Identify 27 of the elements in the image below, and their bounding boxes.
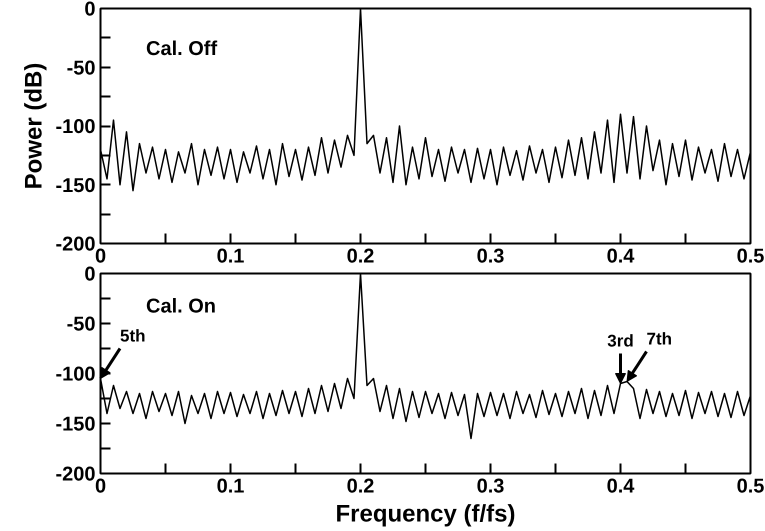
- y-tick-label: -50: [66, 57, 96, 80]
- annotation: Cal. Off: [146, 38, 218, 60]
- annotation: 5th: [120, 326, 146, 346]
- y-tick-label: -200: [55, 464, 96, 486]
- x-axis-title: Frequency (f/fs): [335, 500, 516, 528]
- x-tick-label: 0.5: [736, 246, 764, 268]
- y-axis-title: Power (dB): [20, 62, 48, 190]
- y-tick-label: -50: [66, 314, 96, 336]
- y-tick-label: -150: [55, 174, 96, 197]
- x-tick-label: 0.2: [346, 246, 374, 268]
- x-tick-label: 0.1: [216, 246, 244, 268]
- annotation: Cal. On: [146, 296, 216, 318]
- x-tick-label: 0.2: [346, 476, 374, 498]
- x-tick-label: 0.5: [736, 476, 764, 498]
- x-tick-label: 0.1: [216, 476, 244, 498]
- y-tick-label: -200: [55, 234, 96, 256]
- annotation: 3rd: [607, 332, 634, 350]
- y-tick-label: -100: [55, 364, 96, 386]
- y-tick-label: 0: [84, 264, 96, 286]
- y-tick-label: 0: [84, 0, 96, 20]
- x-tick-label: 0.3: [476, 476, 504, 498]
- y-tick-label: -100: [55, 116, 96, 138]
- annotation: 7th: [646, 330, 672, 348]
- x-tick-label: 0.4: [606, 476, 636, 498]
- y-tick-label: -150: [55, 414, 96, 436]
- x-tick-label: 0.4: [606, 246, 636, 268]
- x-tick-label: 0.3: [476, 246, 504, 268]
